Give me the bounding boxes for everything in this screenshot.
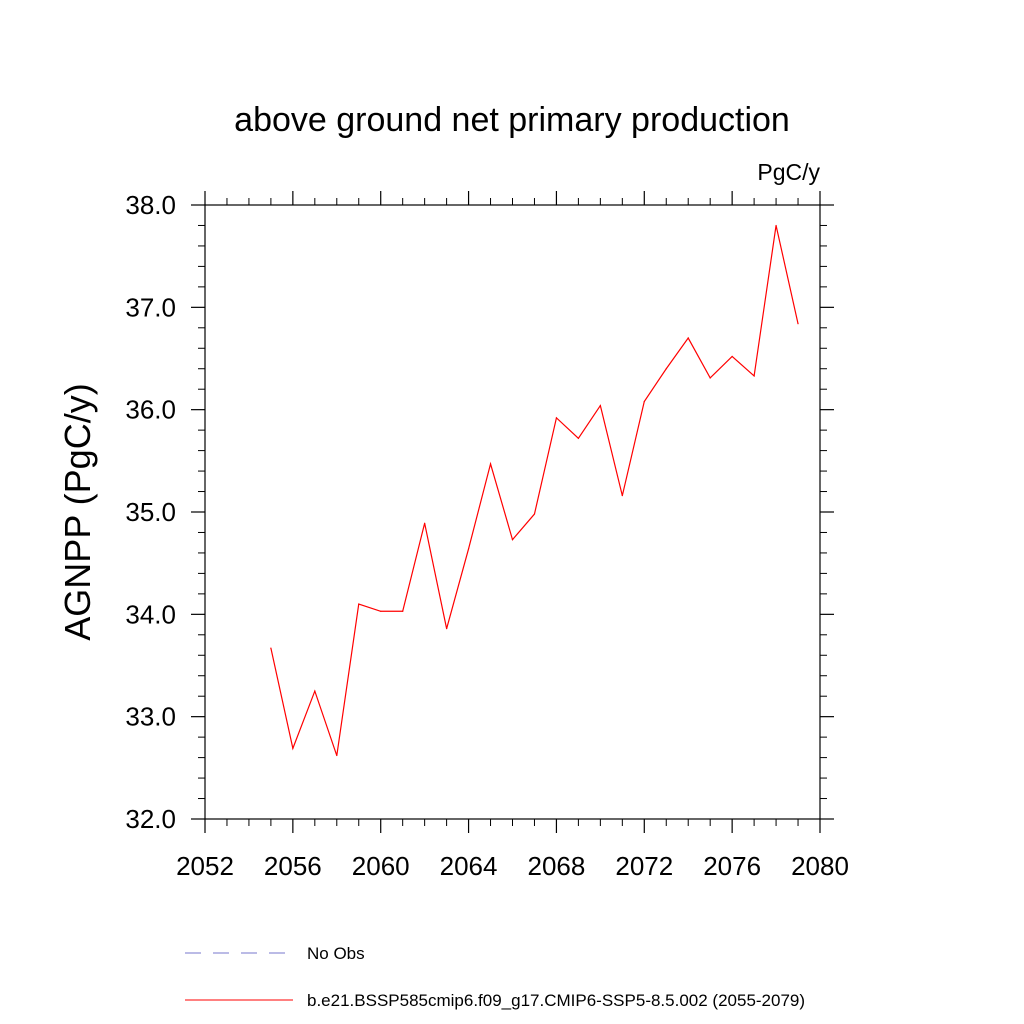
x-tick-label: 2068 — [528, 851, 586, 881]
data-point — [511, 539, 514, 541]
x-tick-label: 2052 — [176, 851, 234, 881]
plot-frame — [204, 204, 821, 820]
data-point — [577, 437, 579, 439]
data-point — [621, 495, 623, 497]
chart-title: above ground net primary production — [234, 101, 790, 139]
y-axis-label: AGNPP (PgC/y) — [57, 383, 98, 640]
data-point — [599, 404, 601, 407]
data-point — [402, 610, 404, 612]
data-point — [270, 647, 272, 649]
data-point — [643, 400, 645, 403]
data-point — [709, 377, 711, 379]
x-tick-label: 2064 — [440, 851, 498, 881]
data-point — [797, 323, 799, 325]
data-point — [467, 548, 470, 550]
data-point — [336, 754, 338, 757]
data-point — [753, 375, 755, 377]
x-tick-label: 2056 — [264, 851, 322, 881]
y-tick-label: 38.0 — [125, 190, 176, 220]
data-point — [424, 522, 426, 524]
units-label: PgC/y — [757, 159, 820, 185]
x-tick-label: 2072 — [615, 851, 673, 881]
data-point — [489, 463, 492, 465]
data-point — [446, 628, 448, 630]
y-tick-label: 33.0 — [125, 702, 176, 732]
data-point — [687, 337, 689, 339]
data-point — [380, 610, 382, 612]
x-tick-label: 2076 — [703, 851, 761, 881]
data-point — [665, 368, 667, 370]
data-point — [731, 355, 733, 358]
y-tick-label: 34.0 — [125, 599, 176, 629]
legend-label: b.e21.BSSP585cmip6.f09_g17.CMIP6-SSP5-8.… — [307, 991, 805, 1010]
y-tick-label: 36.0 — [125, 395, 176, 425]
data-point — [775, 224, 777, 227]
data-point — [533, 513, 536, 515]
data-point — [358, 603, 360, 605]
x-tick-label: 2080 — [791, 851, 849, 881]
y-tick-label: 35.0 — [125, 497, 176, 527]
series-line — [270, 225, 799, 756]
x-tick-label: 2060 — [352, 851, 410, 881]
data-point — [555, 417, 558, 419]
y-tick-label: 37.0 — [125, 292, 176, 322]
legend-label: No Obs — [307, 944, 365, 963]
y-tick-label: 32.0 — [125, 804, 176, 834]
data-point — [292, 747, 294, 749]
data-point — [314, 690, 316, 692]
